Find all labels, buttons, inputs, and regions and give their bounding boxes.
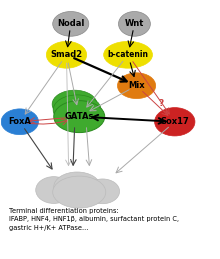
Ellipse shape xyxy=(53,95,101,125)
Ellipse shape xyxy=(36,177,72,203)
Text: GATAs: GATAs xyxy=(64,112,94,121)
Text: Smad2: Smad2 xyxy=(50,50,82,59)
Text: Wnt: Wnt xyxy=(125,19,144,28)
Text: Sox17: Sox17 xyxy=(160,117,189,126)
Text: b-catenin: b-catenin xyxy=(108,50,148,59)
Ellipse shape xyxy=(1,109,38,135)
Ellipse shape xyxy=(117,73,156,99)
Ellipse shape xyxy=(54,172,101,202)
Ellipse shape xyxy=(54,101,105,133)
Ellipse shape xyxy=(53,176,106,208)
Ellipse shape xyxy=(46,41,87,68)
Ellipse shape xyxy=(155,107,195,136)
Ellipse shape xyxy=(52,90,97,118)
Ellipse shape xyxy=(119,11,150,36)
Text: FoxA: FoxA xyxy=(8,117,31,126)
Text: Terminal differentiation proteins:
IFABP, HNF4, HNF1β, albumin, surfactant prote: Terminal differentiation proteins: IFABP… xyxy=(9,208,179,231)
Text: ?: ? xyxy=(158,99,164,108)
Text: Mix: Mix xyxy=(128,81,145,90)
Text: Nodal: Nodal xyxy=(57,19,84,28)
Ellipse shape xyxy=(104,41,152,68)
Ellipse shape xyxy=(86,179,120,204)
Ellipse shape xyxy=(53,11,89,36)
